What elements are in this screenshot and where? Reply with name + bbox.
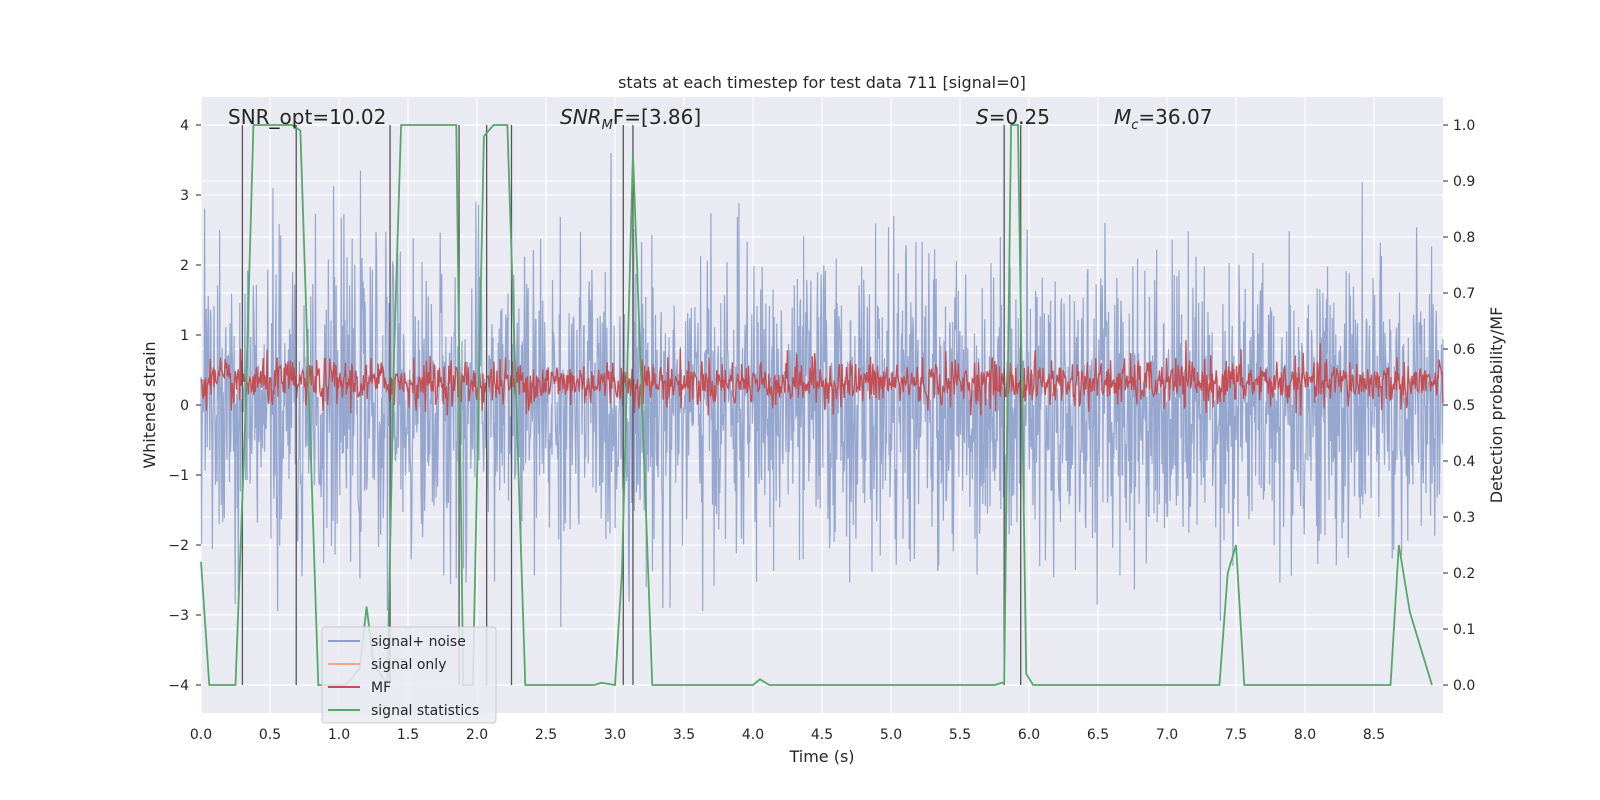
x-tick-label: 5.5 (949, 727, 971, 743)
right-y-tick-label: 0.6 (1453, 342, 1475, 358)
x-tick-label: 1.5 (397, 727, 419, 743)
left-y-tick-label: 3 (180, 188, 189, 204)
legend-label-signal-only: signal only (371, 657, 446, 673)
x-tick-label: 2.0 (466, 727, 488, 743)
x-axis-label: Time (s) (788, 747, 854, 766)
legend-box (321, 626, 497, 724)
x-tick-label: 3.0 (604, 727, 626, 743)
right-y-tick-label: 0.3 (1453, 510, 1475, 526)
right-y-tick-label: 0.4 (1453, 454, 1475, 470)
legend-label-noise: signal+ noise (371, 634, 466, 650)
legend-label-signal-statistics: signal statistics (371, 703, 479, 719)
x-tick-label: 8.0 (1294, 727, 1316, 743)
legend-label-mf: MF (371, 680, 391, 696)
mf-line (200, 340, 1444, 416)
mc-annotation: Mc=36.07 (1114, 105, 1212, 133)
x-tick-label: 0.0 (190, 727, 212, 743)
x-tick-label: 7.5 (1225, 727, 1247, 743)
right-y-tick-label: 0.1 (1453, 622, 1475, 638)
right-y-tick-label: 0.0 (1453, 678, 1475, 694)
x-tick-label: 7.0 (1156, 727, 1178, 743)
x-tick-label: 3.5 (673, 727, 695, 743)
x-tick-label: 1.0 (328, 727, 350, 743)
x-tick-label: 0.5 (259, 727, 281, 743)
x-tick-label: 6.0 (1018, 727, 1040, 743)
right-y-tick-label: 0.5 (1453, 398, 1475, 414)
left-y-tick-label: 1 (180, 328, 189, 344)
s-value: =0.25 (989, 105, 1050, 129)
right-y-tick-label: 0.2 (1453, 566, 1475, 582)
s-label: S (976, 105, 989, 129)
mf-series (200, 340, 1444, 416)
left-y-tick-label: −2 (168, 538, 189, 554)
x-tick-label: 4.0 (742, 727, 764, 743)
right-y-tick-label: 0.7 (1453, 286, 1475, 302)
x-tick-label: 5.0 (880, 727, 902, 743)
signal-noise-line (200, 152, 1444, 628)
mc-sub: c (1131, 118, 1138, 133)
right-y-tick-label: 1.0 (1453, 118, 1475, 134)
right-y-tick-label: 0.9 (1453, 174, 1475, 190)
x-tick-label: 4.5 (811, 727, 833, 743)
snr-mf-tail: F=[3.86] (613, 105, 701, 129)
snr-mf-annotation: SNRMF=[3.86] (560, 105, 701, 133)
s-annotation: S=0.25 (976, 105, 1050, 129)
left-y-tick-label: 4 (180, 118, 189, 134)
x-tick-label: 6.5 (1087, 727, 1109, 743)
signal-noise-series (200, 152, 1444, 628)
left-y-tick-label: 0 (180, 398, 189, 414)
x-tick-labels: 0.0 0.5 1.0 1.5 2.0 2.5 3.0 3.5 4.0 4.5 5.0 5.5 6.0 6… (190, 727, 1385, 743)
left-y-tick-label: −4 (168, 678, 189, 694)
mc-base: M (1114, 105, 1131, 129)
mc-value: =36.07 (1138, 105, 1212, 129)
snr-mf-sub: M (602, 118, 613, 133)
left-y-axis-label: Whitened strain (140, 341, 159, 468)
left-y-tick-label: −3 (168, 608, 189, 624)
right-y-tick-label: 0.8 (1453, 230, 1475, 246)
left-y-tick-labels: 4 3 2 1 0 −1 −2 −3 −4 (168, 118, 201, 694)
x-tick-label: 8.5 (1363, 727, 1385, 743)
chart-title: stats at each timestep for test data 711… (618, 73, 1026, 92)
left-y-tick-label: 2 (180, 258, 189, 274)
snr-opt-annotation: SNR_opt=10.02 (228, 105, 386, 129)
left-y-tick-label: −1 (168, 468, 189, 484)
legend: signal+ noise signal only MF signal stat… (321, 626, 497, 724)
snr-mf-base: SNR (560, 105, 602, 129)
x-tick-label: 2.5 (535, 727, 557, 743)
right-y-tick-labels: 1.0 0.9 0.8 0.7 0.6 0.5 0.4 0.3 0.2 0.1 0.0 (1443, 118, 1475, 694)
right-y-axis-label: Detection probability/MF (1487, 307, 1506, 504)
